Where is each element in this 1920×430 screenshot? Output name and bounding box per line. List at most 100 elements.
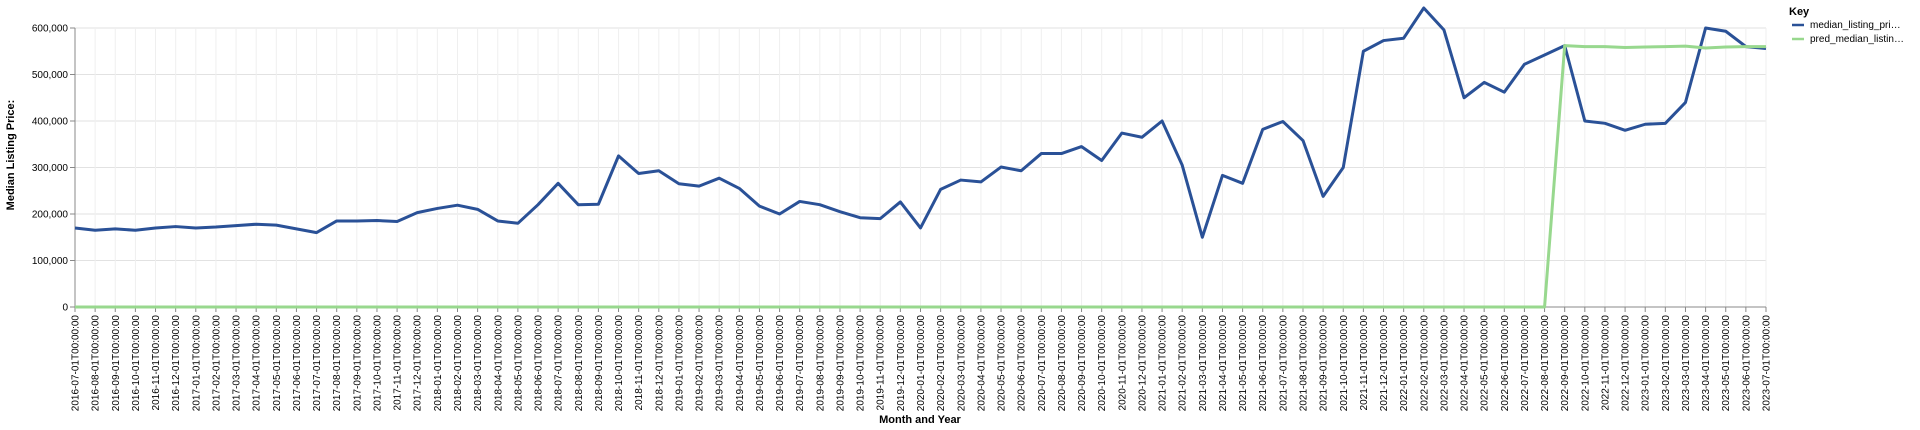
data-point [879, 306, 882, 309]
data-point [1201, 306, 1204, 309]
data-point [1583, 120, 1586, 123]
data-point [1120, 306, 1123, 309]
data-point [919, 226, 922, 229]
data-point [214, 306, 217, 309]
x-tick-label: 2016-11-01T00:00:00 [151, 315, 162, 411]
x-tick-label: 2021-10-01T00:00:00 [1339, 315, 1350, 412]
data-point [1442, 28, 1445, 31]
data-point [959, 306, 962, 309]
data-point [1221, 174, 1224, 177]
data-point [778, 306, 781, 309]
data-point [1261, 306, 1264, 309]
legend-title: Key [1789, 6, 1810, 18]
data-point [1140, 306, 1143, 309]
x-tick-label: 2017-11-01T00:00:00 [393, 315, 404, 411]
x-tick-label: 2021-09-01T00:00:00 [1319, 315, 1330, 412]
data-point [94, 306, 97, 309]
y-tick-label: 600,000 [32, 24, 69, 35]
data-point [1503, 306, 1506, 309]
x-tick-label: 2020-07-01T00:00:00 [1037, 315, 1048, 412]
data-point [1000, 166, 1003, 169]
x-tick-label: 2019-05-01T00:00:00 [755, 315, 766, 412]
data-point [899, 200, 902, 203]
y-axis-title: Median Listing Price: [5, 100, 17, 211]
data-point [1322, 306, 1325, 309]
y-tick-label: 200,000 [32, 210, 69, 221]
x-tick-label: 2018-06-01T00:00:00 [534, 315, 545, 412]
x-tick-label: 2020-11-01T00:00:00 [1117, 315, 1128, 411]
x-tick-label: 2018-08-01T00:00:00 [574, 315, 585, 412]
x-tick-label: 2017-08-01T00:00:00 [332, 315, 343, 412]
data-point [597, 306, 600, 309]
series-line-1 [75, 44, 1766, 309]
data-point [396, 220, 399, 223]
x-tick-label: 2021-03-01T00:00:00 [1198, 315, 1209, 412]
x-tick-label: 2020-10-01T00:00:00 [1097, 315, 1108, 412]
data-point [979, 180, 982, 183]
data-point [1301, 306, 1304, 309]
x-tick-label: 2019-09-01T00:00:00 [835, 315, 846, 412]
data-point [1020, 306, 1023, 309]
x-tick-label: 2021-08-01T00:00:00 [1298, 315, 1309, 412]
x-tick-label: 2019-06-01T00:00:00 [775, 315, 786, 412]
data-point [1442, 306, 1445, 309]
data-point [1603, 45, 1606, 48]
x-tick-label: 2022-10-01T00:00:00 [1580, 315, 1591, 412]
data-point [1624, 129, 1627, 132]
legend-label: pred_median_listin… [1810, 34, 1904, 45]
data-point [939, 306, 942, 309]
x-tick-label: 2017-03-01T00:00:00 [232, 315, 243, 412]
data-point [939, 188, 942, 191]
data-point [1402, 306, 1405, 309]
data-point [979, 306, 982, 309]
data-point [1241, 306, 1244, 309]
data-point [1483, 81, 1486, 84]
x-tick-label: 2022-03-01T00:00:00 [1439, 315, 1450, 412]
data-point [677, 306, 680, 309]
y-tick-label: 0 [62, 303, 68, 314]
data-point [1281, 120, 1284, 123]
x-tick-label: 2021-12-01T00:00:00 [1379, 315, 1390, 412]
data-point [1463, 96, 1466, 99]
x-tick-label: 2017-12-01T00:00:00 [413, 315, 424, 412]
data-point [798, 306, 801, 309]
data-point [838, 306, 841, 309]
data-point [476, 208, 479, 211]
x-tick-label: 2018-02-01T00:00:00 [453, 315, 464, 412]
data-point [1624, 46, 1627, 49]
x-tick-label: 2023-03-01T00:00:00 [1681, 315, 1692, 412]
data-point [516, 222, 519, 225]
data-point [496, 306, 499, 309]
x-tick-label: 2018-12-01T00:00:00 [654, 315, 665, 412]
data-point [617, 306, 620, 309]
x-tick-label: 2023-07-01T00:00:00 [1762, 315, 1773, 412]
data-point [959, 179, 962, 182]
x-tick-label: 2023-02-01T00:00:00 [1661, 315, 1672, 412]
x-tick-label: 2022-02-01T00:00:00 [1419, 315, 1430, 412]
data-point [1724, 30, 1727, 33]
x-tick-label: 2017-04-01T00:00:00 [252, 315, 263, 412]
x-tick-label: 2021-01-01T00:00:00 [1158, 315, 1169, 412]
data-point [879, 217, 882, 220]
data-point [1040, 152, 1043, 155]
x-tick-label: 2020-08-01T00:00:00 [1057, 315, 1068, 412]
x-tick-label: 2020-04-01T00:00:00 [976, 315, 987, 412]
data-point [1744, 45, 1747, 48]
data-point [255, 306, 258, 309]
data-point [738, 187, 741, 190]
data-point [1181, 164, 1184, 167]
data-point [134, 306, 137, 309]
data-point [577, 306, 580, 309]
data-point [758, 306, 761, 309]
x-tick-label: 2022-08-01T00:00:00 [1540, 315, 1551, 412]
data-point [1463, 306, 1466, 309]
x-tick-label: 2017-10-01T00:00:00 [372, 315, 383, 412]
x-tick-label: 2023-04-01T00:00:00 [1701, 315, 1712, 412]
x-tick-label: 2020-09-01T00:00:00 [1077, 315, 1088, 412]
data-point [174, 306, 177, 309]
data-point [335, 306, 338, 309]
data-point [1362, 50, 1365, 53]
x-tick-label: 2017-07-01T00:00:00 [312, 315, 323, 412]
x-tick-label: 2018-03-01T00:00:00 [473, 315, 484, 412]
